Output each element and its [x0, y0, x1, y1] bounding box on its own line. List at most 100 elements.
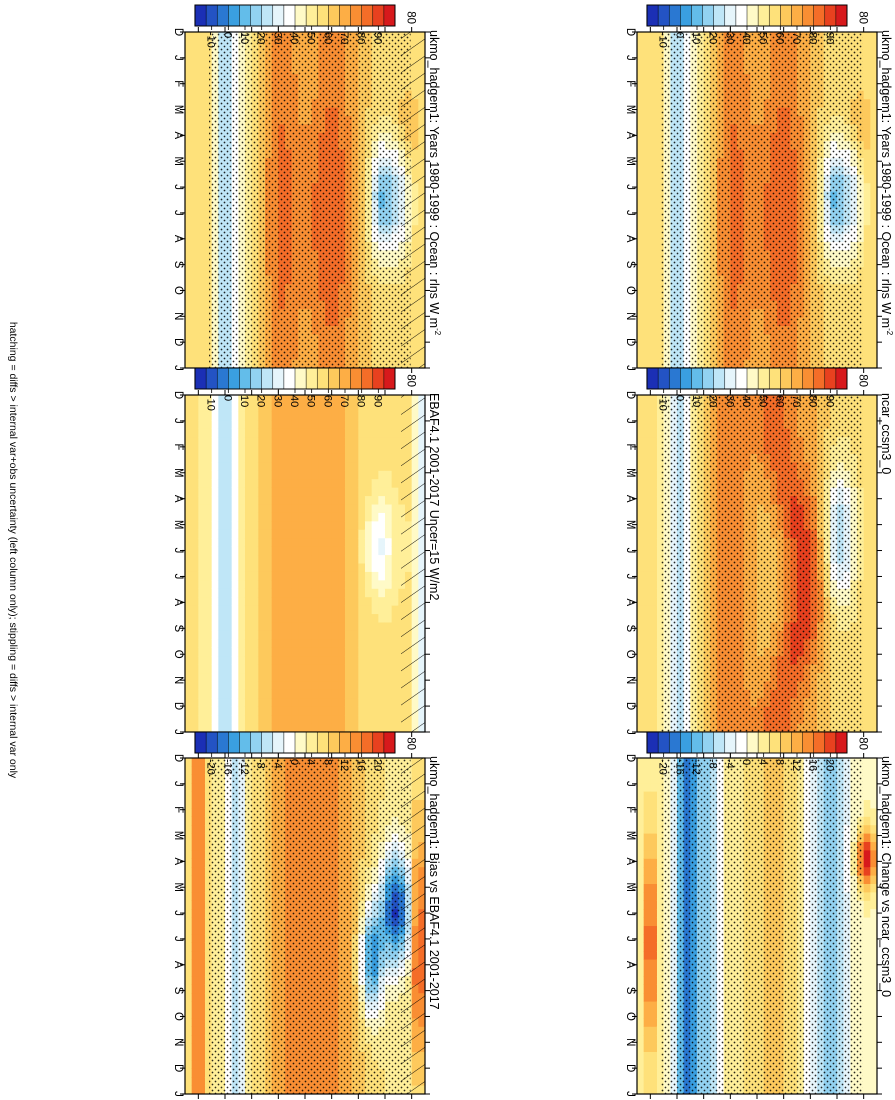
heatmap-cell — [185, 453, 192, 464]
heatmap-cell — [231, 512, 239, 522]
heatmap-cell — [297, 689, 305, 699]
heatmap-cell — [377, 681, 385, 691]
heatmap-cell — [217, 563, 225, 573]
heatmap-cell — [637, 74, 644, 83]
heatmap-cell — [317, 622, 325, 632]
heatmap-cell — [251, 538, 259, 548]
heatmap-cell — [185, 470, 192, 480]
heatmap-cell — [324, 614, 332, 624]
heatmap-cell — [211, 538, 219, 548]
heatmap-cell — [224, 395, 232, 405]
heatmap-cell — [271, 630, 279, 640]
month-tick-label: J — [172, 210, 184, 216]
heatmap-cell — [391, 597, 399, 607]
heatmap-cell — [251, 563, 259, 573]
heatmap-cell — [291, 588, 299, 598]
heatmap-cell — [331, 563, 339, 573]
heatmap-cell — [277, 723, 285, 732]
heatmap-cell — [257, 597, 265, 607]
heatmap-cell — [317, 689, 325, 699]
heatmap-cell — [337, 546, 345, 556]
heatmap-cell — [217, 605, 225, 615]
heatmap-cell — [304, 723, 312, 732]
heatmap-cell — [211, 521, 219, 531]
heatmap-cell — [297, 622, 305, 632]
heatmap-cell — [237, 555, 245, 565]
heatmap-cell — [317, 521, 325, 531]
heatmap-cell — [317, 597, 325, 607]
heatmap-cell — [364, 563, 372, 573]
heatmap-cell — [204, 656, 212, 666]
heatmap-cell — [297, 428, 305, 438]
heatmap-cell — [384, 563, 392, 573]
heatmap-cell — [185, 496, 192, 506]
heatmap-cell — [185, 233, 192, 243]
heatmap-cell — [637, 250, 644, 260]
heatmap-cell — [237, 420, 245, 430]
heatmap-cell — [197, 166, 205, 176]
heatmap-cell — [331, 546, 339, 556]
heatmap-cell — [237, 437, 245, 447]
heatmap-cell — [257, 681, 265, 691]
heatmap-cell — [271, 462, 279, 472]
month-tick-label: A — [624, 132, 636, 140]
heatmap-cell — [291, 723, 299, 732]
heatmap-cell — [217, 462, 225, 472]
heatmap-cell — [185, 706, 192, 716]
heatmap-cell — [643, 445, 651, 455]
heatmap-cell — [271, 521, 279, 531]
heatmap-cell — [204, 715, 212, 725]
heatmap-cell — [643, 334, 651, 344]
heatmap-cell — [364, 453, 372, 464]
heatmap-cell — [357, 563, 365, 573]
heatmap-cell — [251, 723, 259, 732]
heatmap-cell — [649, 90, 657, 100]
heatmap-cell — [311, 487, 319, 497]
heatmap-cell — [643, 57, 651, 67]
heatmap-cell — [649, 107, 657, 117]
heatmap-cell — [304, 403, 312, 413]
heatmap-cell — [649, 258, 657, 268]
heatmap-cell — [277, 614, 285, 624]
heatmap-cell — [357, 647, 365, 657]
heatmap-cell — [191, 107, 199, 117]
heatmap-cell — [197, 689, 205, 699]
heatmap-cell — [197, 470, 205, 480]
heatmap-cell — [197, 546, 205, 556]
heatmap-cell — [231, 470, 239, 480]
heatmap-cell — [643, 258, 651, 268]
heatmap-cell — [869, 191, 877, 201]
heatmap-cell — [224, 555, 232, 565]
heatmap-cell — [317, 445, 325, 455]
heatmap-cell — [869, 208, 877, 218]
heatmap-cells — [185, 395, 425, 732]
heatmap-cell — [869, 225, 877, 235]
heatmap-cell — [344, 420, 352, 430]
heatmap-cell — [649, 149, 657, 159]
heatmap-cell — [344, 571, 352, 581]
heatmap-cell — [191, 250, 199, 260]
heatmap-cell — [649, 403, 657, 413]
heatmap-cell — [217, 487, 225, 497]
heatmap-cell — [351, 614, 359, 624]
heatmap-cell — [337, 453, 345, 464]
month-tick-label: N — [172, 312, 184, 320]
heatmap-cell — [351, 403, 359, 413]
heatmap-cell — [324, 571, 332, 581]
heatmap-cell — [185, 395, 192, 405]
heatmap-cell — [251, 546, 259, 556]
heatmap-cell — [185, 216, 192, 226]
heatmap-cell — [191, 614, 199, 624]
heatmap-cell — [304, 529, 312, 539]
heatmap-cell — [377, 462, 385, 472]
heatmap-cell — [371, 512, 379, 522]
heatmap-cell — [264, 504, 272, 514]
heatmap-cell — [324, 428, 332, 438]
heatmap-cell — [364, 630, 372, 640]
heatmap-cell — [643, 74, 651, 83]
heatmap-cell — [637, 141, 644, 151]
heatmap-cell — [217, 706, 225, 716]
heatmap-cell — [185, 597, 192, 607]
heatmap-cell — [371, 462, 379, 472]
heatmap-cell — [357, 487, 365, 497]
